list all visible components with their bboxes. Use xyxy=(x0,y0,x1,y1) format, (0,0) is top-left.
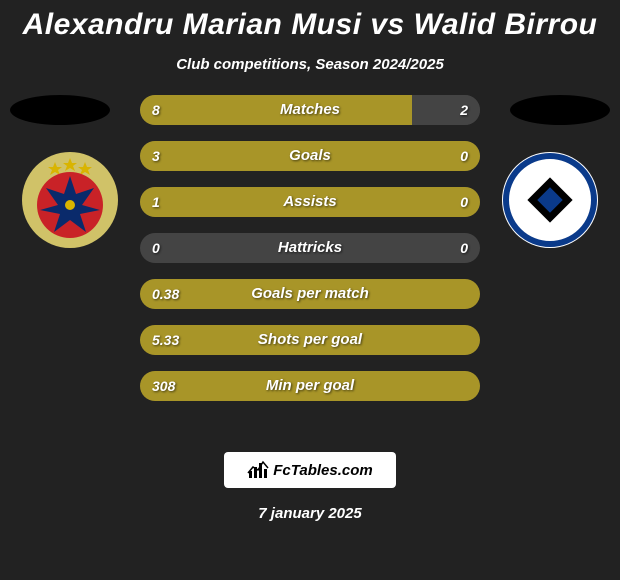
player-shadow-right xyxy=(510,95,610,125)
stat-row: Assists1 0 xyxy=(110,187,510,217)
brand-badge: FcTables.com xyxy=(224,452,396,488)
stat-value-left: 1 xyxy=(152,187,160,217)
stat-row: Matches8 2 xyxy=(110,95,510,125)
stat-label: Goals xyxy=(140,141,480,171)
stat-value-left: 0.38 xyxy=(152,279,179,309)
subtitle: Club competitions, Season 2024/2025 xyxy=(0,56,620,73)
stat-row: Shots per goal5.33 xyxy=(110,325,510,355)
stat-row: Min per goal308 xyxy=(110,371,510,401)
stat-label: Hattricks xyxy=(140,233,480,263)
stat-value-right: 0 xyxy=(460,141,468,171)
stat-label: Matches xyxy=(140,95,480,125)
brand-text: FcTables.com xyxy=(273,462,372,479)
brand-chart-icon xyxy=(247,459,269,481)
club-crest-left xyxy=(20,150,120,250)
stat-value-right: 2 xyxy=(460,95,468,125)
stat-row: Hattricks0 0 xyxy=(110,233,510,263)
player-shadow-left xyxy=(10,95,110,125)
stat-label: Min per goal xyxy=(140,371,480,401)
stat-value-left: 0 xyxy=(152,233,160,263)
stat-value-left: 308 xyxy=(152,371,175,401)
club-crest-right xyxy=(500,150,600,250)
stat-row: Goals per match0.38 xyxy=(110,279,510,309)
stat-bars: Matches82Goals30Assists10Hattricks00Goal… xyxy=(110,95,510,417)
stat-value-left: 5.33 xyxy=(152,325,179,355)
stat-label: Shots per goal xyxy=(140,325,480,355)
stat-label: Goals per match xyxy=(140,279,480,309)
stat-value-left: 8 xyxy=(152,95,160,125)
stat-row: Goals3 0 xyxy=(110,141,510,171)
stat-value-right: 0 xyxy=(460,233,468,263)
comparison-content: Matches82Goals30Assists10Hattricks00Goal… xyxy=(0,95,620,435)
date-label: 7 january 2025 xyxy=(0,505,620,522)
stat-value-right: 0 xyxy=(460,187,468,217)
stat-label: Assists xyxy=(140,187,480,217)
stat-value-left: 3 xyxy=(152,141,160,171)
page-title: Alexandru Marian Musi vs Walid Birrou xyxy=(0,0,620,42)
